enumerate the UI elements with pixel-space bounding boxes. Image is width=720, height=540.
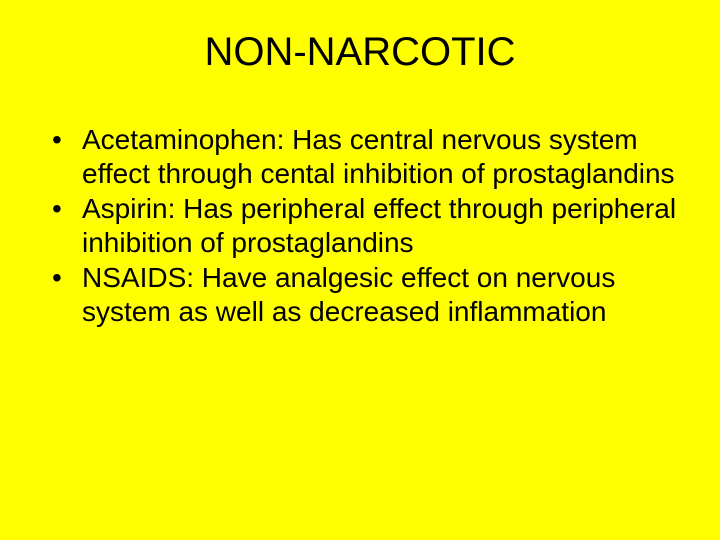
list-item: Aspirin: Has peripheral effect through p… — [48, 192, 680, 259]
slide-title: NON-NARCOTIC — [40, 30, 680, 75]
slide: NON-NARCOTIC Acetaminophen: Has central … — [0, 0, 720, 540]
list-item: NSAIDS: Have analgesic effect on nervous… — [48, 261, 680, 328]
bullet-list: Acetaminophen: Has central nervous syste… — [40, 123, 680, 329]
list-item: Acetaminophen: Has central nervous syste… — [48, 123, 680, 190]
